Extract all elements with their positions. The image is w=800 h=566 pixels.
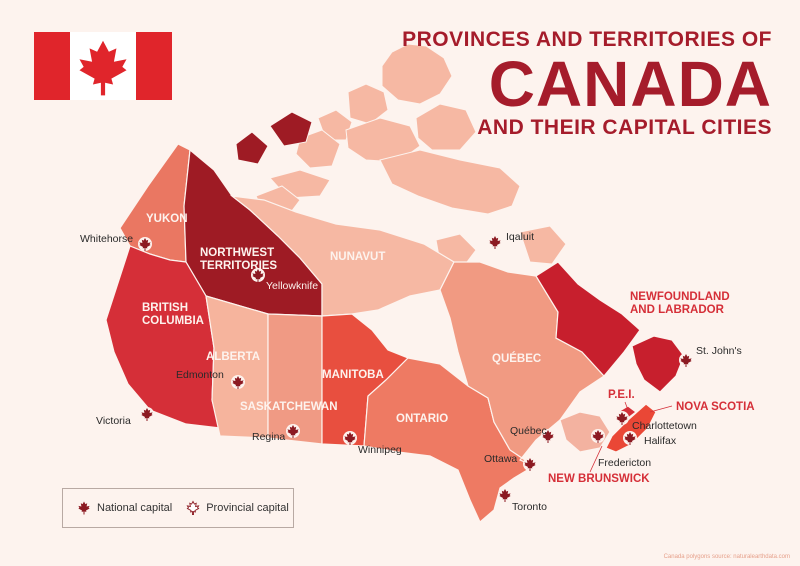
label-alberta: ALBERTA [206, 351, 260, 363]
label-bc-1: BRITISH [142, 302, 188, 314]
legend-national-label: National capital [97, 502, 173, 514]
region-shapes [105, 143, 685, 523]
marker-quebec: Québec [510, 425, 555, 443]
capital-label-fredericton: Fredericton [598, 457, 651, 469]
region-alberta [205, 295, 269, 439]
marker-winnipeg: Winnipeg [343, 431, 402, 456]
capital-label-charlottetown: Charlottetown [632, 420, 697, 432]
label-quebec: QUÉBEC [492, 352, 541, 365]
label-yukon: YUKON [146, 213, 188, 225]
label-pei: P.E.I. [608, 389, 635, 401]
label-bc-2: COLUMBIA [142, 315, 204, 327]
label-nb: NEW BRUNSWICK [548, 473, 650, 485]
marker-iqaluit: Iqaluit [488, 231, 534, 249]
marker-charlottetown: Charlottetown [615, 411, 697, 432]
region-labels: YUKON NORTHWEST TERRITORIES NUNAVUT BRIT… [142, 213, 755, 485]
region-nunavut [229, 195, 455, 317]
legend-national: National capital [77, 500, 172, 516]
provincial-capital-icon [186, 500, 200, 515]
capital-markers: Whitehorse Yellowknife Iqaluit Edmonton … [80, 231, 742, 513]
national-capital-icon [78, 501, 90, 515]
legend: National capital Provincial capital [62, 488, 294, 528]
maple-leaf-icon [79, 40, 127, 96]
title-line-1: PROVINCES AND TERRITORIES OF [402, 28, 772, 51]
label-ontario: ONTARIO [396, 413, 448, 425]
capital-label-edmonton: Edmonton [176, 369, 224, 381]
marker-whitehorse: Whitehorse [80, 233, 152, 251]
marker-toronto: Toronto [498, 488, 547, 513]
label-saskatchewan: SASKATCHEWAN [240, 401, 338, 413]
marker-ottawa: Ottawa [484, 453, 537, 471]
capital-label-toronto: Toronto [512, 501, 547, 513]
capital-label-halifax: Halifax [644, 435, 677, 447]
capital-label-iqaluit: Iqaluit [506, 231, 534, 243]
capital-label-ottawa: Ottawa [484, 453, 517, 465]
capital-label-st-johns: St. John's [696, 345, 742, 357]
legend-provincial-label: Provincial capital [206, 502, 289, 514]
label-ns: NOVA SCOTIA [676, 401, 755, 413]
capital-label-quebec: Québec [510, 425, 547, 437]
legend-provincial: Provincial capital [186, 500, 289, 516]
nwt-banks-island [235, 131, 269, 165]
capital-label-regina: Regina [252, 431, 285, 443]
nwt-arctic-island [269, 111, 313, 147]
marker-edmonton: Edmonton [176, 369, 245, 389]
label-nl-2: AND LABRADOR [630, 304, 725, 316]
title-line-2: CANADA [488, 48, 772, 120]
label-nunavut: NUNAVUT [330, 251, 385, 263]
region-nl-labrador [535, 261, 641, 377]
source-credit: Canada polygons source: naturalearthdata… [663, 554, 790, 560]
label-nl-1: NEWFOUNDLAND [630, 291, 730, 303]
marker-fredericton: Fredericton [591, 429, 651, 469]
region-nl-island [631, 335, 685, 393]
leader-lines [589, 401, 673, 473]
marker-victoria: Victoria [96, 407, 154, 427]
label-nwt-1: NORTHWEST [200, 247, 274, 259]
arctic-islands [255, 43, 567, 267]
label-manitoba: MANITOBA [322, 369, 384, 381]
marker-halifax: Halifax [623, 431, 677, 447]
capital-label-winnipeg: Winnipeg [358, 444, 402, 456]
map-title: PROVINCES AND TERRITORIES OF CANADA AND … [402, 28, 772, 140]
label-nwt-2: TERRITORIES [200, 260, 277, 272]
capital-label-yellowknife: Yellowknife [266, 280, 318, 292]
marker-st-johns: St. John's [679, 345, 742, 367]
capital-label-whitehorse: Whitehorse [80, 233, 133, 245]
capital-label-victoria: Victoria [96, 415, 131, 427]
title-line-3: AND THEIR CAPITAL CITIES [477, 116, 772, 139]
marker-regina: Regina [252, 424, 300, 443]
canada-flag [34, 32, 172, 100]
marker-yellowknife: Yellowknife [251, 268, 318, 292]
region-ns [605, 403, 657, 453]
